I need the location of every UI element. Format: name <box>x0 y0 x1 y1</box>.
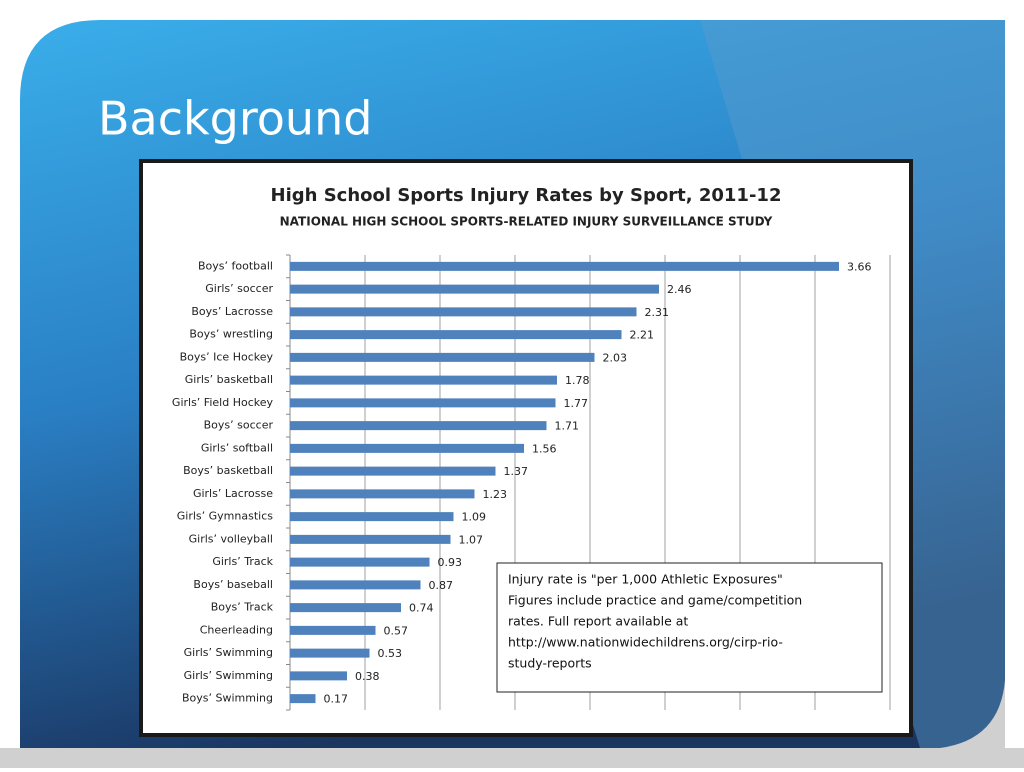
note-box <box>496 562 883 693</box>
value-label: 2.21 <box>630 329 655 342</box>
bar <box>290 648 370 658</box>
category-label: Boys’ soccer <box>204 419 274 432</box>
bar <box>290 557 430 567</box>
bar <box>290 694 316 704</box>
value-label: 1.56 <box>532 442 557 455</box>
value-label: 0.53 <box>378 647 403 660</box>
category-label: Girls’ basketball <box>185 373 273 386</box>
value-label: 0.87 <box>429 579 454 592</box>
chart-subtitle: NATIONAL HIGH SCHOOL SPORTS-RELATED INJU… <box>280 215 773 229</box>
value-label: 1.77 <box>564 397 589 410</box>
category-label: Boys’ wrestling <box>189 328 273 341</box>
bar <box>290 466 496 476</box>
note-line: http://www.nationwidechildrens.org/cirp-… <box>508 635 783 650</box>
bar <box>290 284 659 294</box>
note-line: rates. Full report available at <box>508 614 688 629</box>
category-label: Girls’ Track <box>212 555 273 568</box>
category-label: Girls’ Field Hockey <box>172 396 274 409</box>
note-line: Figures include practice and game/compet… <box>508 593 802 608</box>
category-label: Boys’ Ice Hockey <box>180 350 274 363</box>
value-label: 0.38 <box>355 670 380 683</box>
value-label: 1.37 <box>504 465 529 478</box>
value-label: 1.71 <box>555 420 580 433</box>
value-label: 0.17 <box>324 693 349 706</box>
bar <box>290 307 637 317</box>
category-label: Boys’ Lacrosse <box>191 305 273 318</box>
category-label: Boys’ Track <box>211 601 274 614</box>
value-label: 1.23 <box>483 488 508 501</box>
value-label: 2.03 <box>603 351 628 364</box>
slide-title: Background <box>98 92 372 146</box>
value-label: 2.31 <box>645 306 670 319</box>
note-line: study-reports <box>508 656 592 671</box>
bar <box>290 261 839 271</box>
bar <box>290 421 547 431</box>
bar <box>290 375 557 385</box>
value-label: 1.09 <box>462 511 487 524</box>
value-label: 1.78 <box>565 374 590 387</box>
category-label: Boys’ basketball <box>183 464 273 477</box>
slide-footer <box>0 680 1024 768</box>
bar <box>290 352 595 362</box>
category-label: Girls’ volleyball <box>189 532 273 545</box>
value-label: 3.66 <box>847 260 872 273</box>
value-label: 1.07 <box>459 533 484 546</box>
bar <box>290 443 524 453</box>
bar <box>290 580 421 590</box>
category-label: Cheerleading <box>200 623 273 636</box>
bar <box>290 330 622 340</box>
category-label: Boys’ football <box>198 259 273 272</box>
category-label: Girls’ Lacrosse <box>193 487 273 500</box>
bar <box>290 671 347 681</box>
category-label: Girls’ Swimming <box>184 646 273 659</box>
value-label: 0.93 <box>438 556 463 569</box>
bar <box>290 625 376 635</box>
value-label: 2.46 <box>667 283 692 296</box>
category-label: Girls’ Swimming <box>184 669 273 682</box>
bar <box>290 534 451 544</box>
category-label: Girls’ Gymnastics <box>177 510 273 523</box>
chart-title: High School Sports Injury Rates by Sport… <box>271 185 782 206</box>
category-label: Girls’ soccer <box>205 282 273 295</box>
category-label: Boys’ baseball <box>193 578 273 591</box>
bar <box>290 398 556 408</box>
bar <box>290 603 401 613</box>
bar <box>290 512 454 522</box>
bar <box>290 489 475 499</box>
category-label: Boys’ Swimming <box>182 692 273 705</box>
value-label: 0.74 <box>409 602 434 615</box>
value-label: 0.57 <box>384 624 409 637</box>
category-label: Girls’ softball <box>201 441 273 454</box>
note-line: Injury rate is "per 1,000 Athletic Expos… <box>508 572 783 587</box>
